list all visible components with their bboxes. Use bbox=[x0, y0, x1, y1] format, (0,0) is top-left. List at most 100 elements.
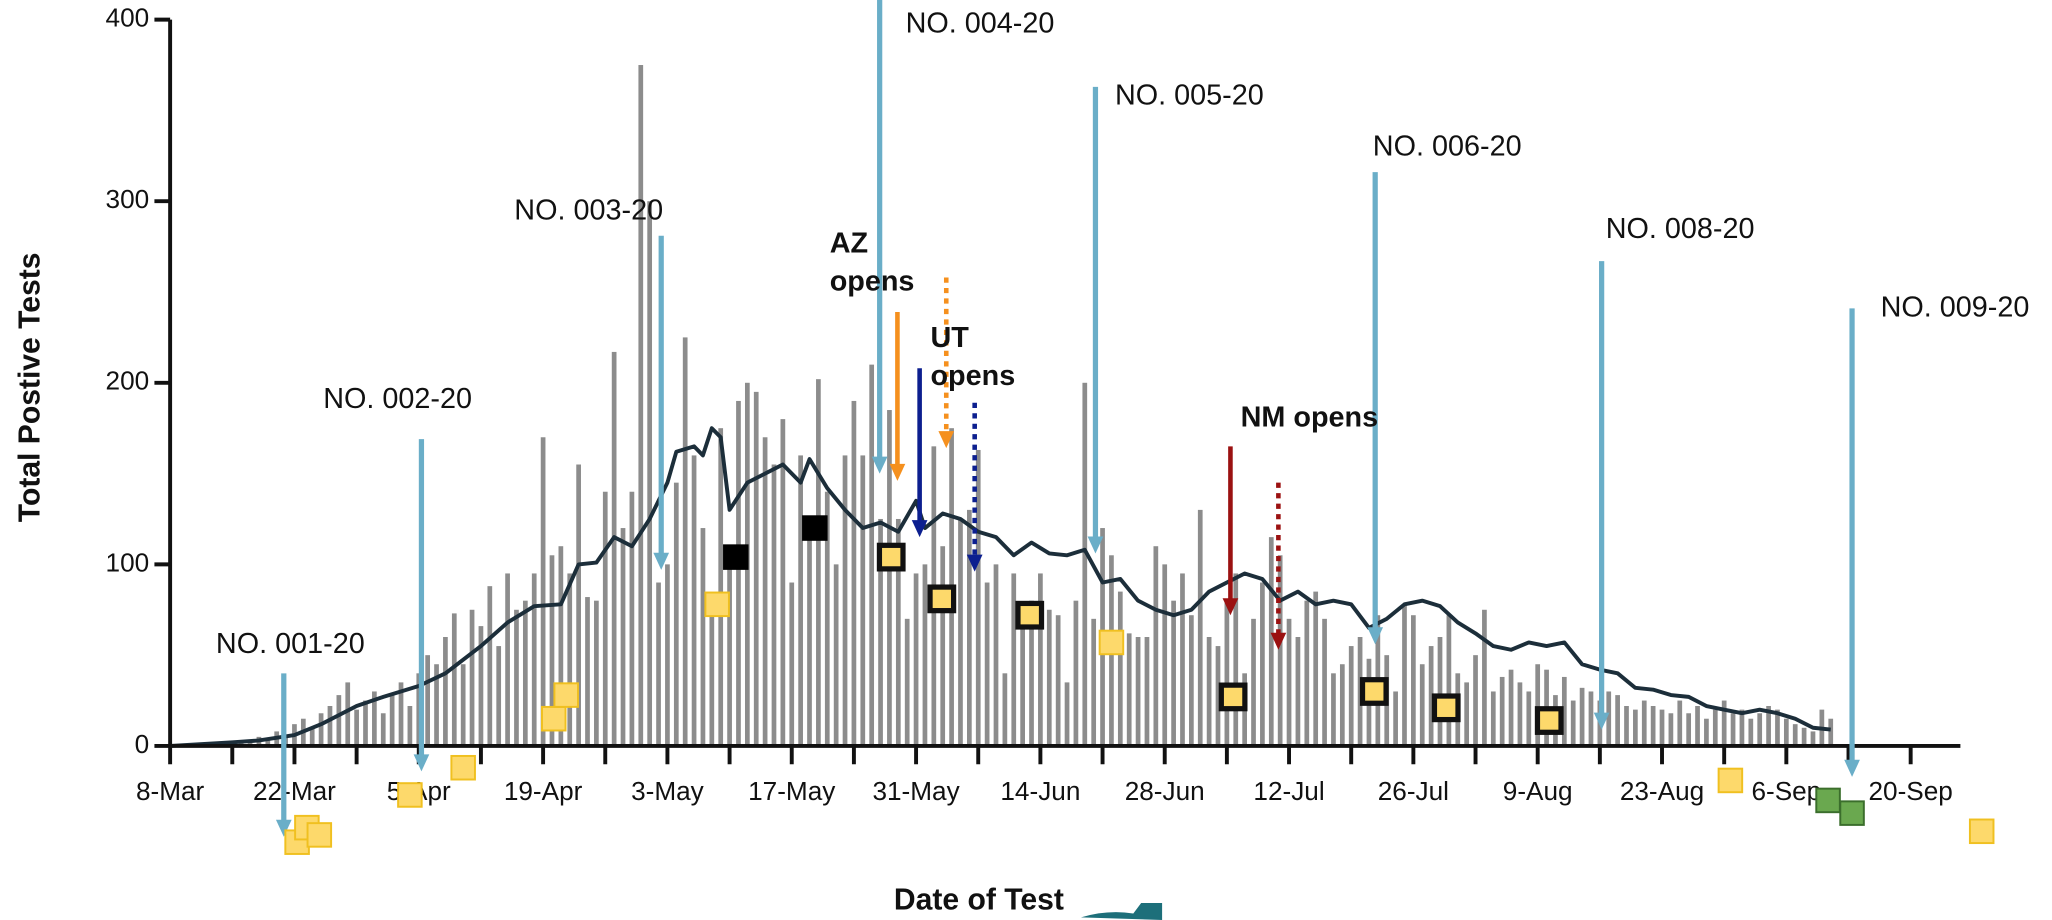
arrow-head bbox=[653, 552, 670, 570]
bar bbox=[1730, 713, 1736, 746]
bar bbox=[1419, 664, 1425, 746]
bar bbox=[1615, 695, 1620, 746]
bar bbox=[718, 428, 724, 746]
arrow-head bbox=[1593, 712, 1610, 730]
bar bbox=[265, 738, 271, 746]
bar bbox=[1038, 573, 1043, 746]
bar bbox=[638, 65, 644, 746]
bar bbox=[1668, 713, 1674, 746]
annotation-label: NO. 009-20 bbox=[1881, 291, 2030, 323]
bar bbox=[647, 201, 653, 746]
x-tick-label: 14-Jun bbox=[1000, 776, 1080, 806]
bar bbox=[434, 664, 439, 746]
bar bbox=[1091, 618, 1097, 746]
bar bbox=[958, 518, 963, 746]
x-tick-label: 9-Aug bbox=[1503, 776, 1573, 806]
bar bbox=[549, 555, 555, 746]
bar bbox=[1712, 709, 1718, 746]
bar bbox=[1135, 636, 1141, 746]
bar bbox=[1224, 600, 1230, 746]
bar bbox=[1286, 618, 1292, 746]
bar bbox=[1499, 676, 1505, 746]
bar bbox=[869, 364, 875, 746]
bar bbox=[1313, 591, 1319, 746]
bar bbox=[345, 682, 351, 746]
bar bbox=[1810, 731, 1816, 746]
bar bbox=[478, 626, 484, 746]
bar bbox=[1082, 382, 1088, 746]
bar bbox=[585, 597, 590, 746]
bar bbox=[1206, 636, 1212, 746]
bar bbox=[1295, 636, 1301, 746]
annotation-label: NO. 008-20 bbox=[1606, 213, 1755, 245]
bar bbox=[1339, 664, 1345, 746]
bar bbox=[851, 400, 857, 746]
x-tick-label: 20-Sep bbox=[1868, 776, 1952, 806]
y-tick-label: 300 bbox=[106, 184, 150, 214]
arrow-head bbox=[1087, 536, 1104, 554]
arrow-head bbox=[1222, 598, 1239, 616]
bar bbox=[1490, 691, 1496, 746]
marker-square bbox=[540, 705, 567, 732]
bar bbox=[522, 600, 528, 746]
bar bbox=[336, 695, 342, 746]
bar bbox=[1428, 646, 1434, 746]
bar bbox=[451, 613, 457, 746]
bar bbox=[620, 528, 626, 746]
bar bbox=[1792, 724, 1798, 746]
bar bbox=[1695, 705, 1700, 746]
bar bbox=[469, 609, 475, 746]
bar bbox=[443, 636, 448, 746]
bar bbox=[824, 491, 830, 746]
y-tick-label: 100 bbox=[106, 547, 150, 577]
logo-fragment bbox=[1080, 902, 1163, 920]
x-tick-label: 12-Jul bbox=[1253, 776, 1324, 806]
bar bbox=[1393, 691, 1398, 746]
bar bbox=[1011, 573, 1017, 746]
annotation-label: NM opens bbox=[1241, 401, 1379, 433]
marker-square bbox=[1015, 600, 1045, 630]
bar bbox=[1783, 718, 1789, 746]
bar bbox=[1588, 691, 1594, 746]
bar bbox=[709, 600, 715, 746]
bar bbox=[1260, 582, 1265, 746]
bar bbox=[1721, 700, 1727, 746]
bar bbox=[1686, 713, 1692, 746]
marker-square bbox=[450, 754, 476, 781]
x-tick-label: 28-Jun bbox=[1125, 776, 1205, 806]
bar bbox=[1304, 600, 1310, 746]
bar bbox=[1677, 700, 1683, 746]
bar bbox=[807, 528, 812, 746]
bar bbox=[540, 437, 546, 746]
bar bbox=[558, 546, 564, 746]
annotation-label: NO. 003-20 bbox=[514, 195, 663, 227]
marker-square bbox=[704, 591, 730, 618]
bar bbox=[1535, 664, 1541, 746]
marker-square bbox=[802, 515, 828, 541]
bar bbox=[887, 410, 892, 746]
arrow-head bbox=[871, 456, 888, 474]
y-tick-label: 200 bbox=[106, 366, 150, 396]
bar bbox=[309, 727, 315, 746]
bar bbox=[505, 573, 510, 746]
bar bbox=[1322, 618, 1327, 746]
bar bbox=[673, 482, 679, 746]
x-axis-label: Date of Test bbox=[894, 884, 1064, 917]
bar bbox=[1268, 537, 1274, 746]
bar bbox=[629, 491, 635, 746]
arrow-head bbox=[966, 554, 983, 572]
bar bbox=[1473, 655, 1478, 746]
y-tick-label: 400 bbox=[106, 3, 150, 33]
annotation-label: NO. 001-20 bbox=[216, 628, 365, 660]
bar bbox=[487, 586, 493, 746]
bar bbox=[833, 564, 839, 746]
annotation-label: NO. 005-20 bbox=[1115, 79, 1264, 111]
bar bbox=[363, 700, 368, 746]
x-tick-label: 22-Mar bbox=[253, 776, 336, 806]
bar bbox=[1055, 615, 1061, 746]
bar bbox=[1171, 600, 1176, 746]
bar bbox=[1064, 682, 1070, 746]
x-tick-label: 23-Aug bbox=[1620, 776, 1704, 806]
x-tick-label: 31-May bbox=[872, 776, 960, 806]
